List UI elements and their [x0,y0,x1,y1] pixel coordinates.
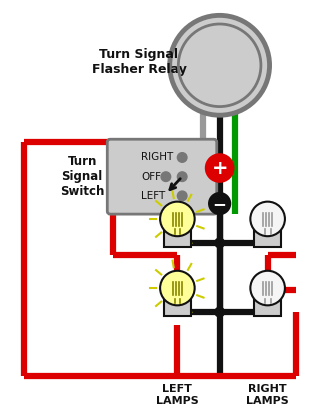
Circle shape [250,201,285,236]
Circle shape [250,271,285,305]
Circle shape [215,307,225,317]
Circle shape [160,271,195,305]
Bar [254,230,281,247]
FancyBboxPatch shape [107,139,217,214]
Circle shape [177,172,187,182]
Text: Turn
Signal
Switch: Turn Signal Switch [60,155,104,198]
Text: RIGHT
LAMPS: RIGHT LAMPS [246,384,289,406]
Text: OFF: OFF [141,172,161,182]
Bar [164,230,191,247]
Circle shape [206,155,233,182]
Text: LEFT: LEFT [141,191,165,201]
Bar [254,299,281,316]
Circle shape [215,238,225,248]
Text: RIGHT: RIGHT [141,153,173,162]
Circle shape [170,15,269,115]
Circle shape [177,191,187,201]
Circle shape [177,153,187,162]
Circle shape [160,201,195,236]
Text: +: + [211,159,228,177]
Bar [164,299,191,316]
Text: LEFT
LAMPS: LEFT LAMPS [156,384,199,406]
Circle shape [161,172,171,182]
Text: Turn Signal
Flasher Relay: Turn Signal Flasher Relay [92,48,187,76]
Text: −: − [213,195,227,212]
Circle shape [209,193,230,214]
